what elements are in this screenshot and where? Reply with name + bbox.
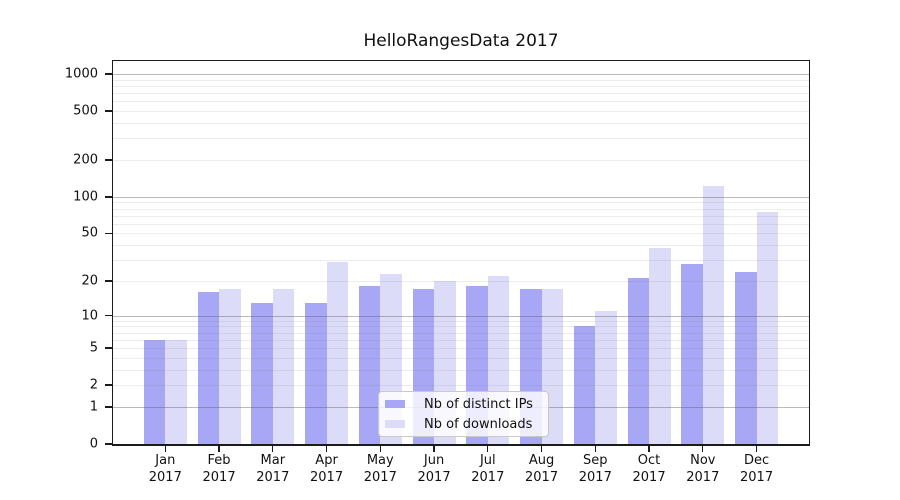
- year-label: 2017: [740, 469, 774, 485]
- y-tick-label-200: 200: [73, 152, 98, 168]
- bar-series0-mar: [251, 302, 273, 444]
- bars-layer: [113, 61, 809, 444]
- y-tick-label-5: 5: [89, 340, 98, 356]
- x-tick-label-jan: Jan 2017: [125, 453, 205, 486]
- bar-series1-nov: [702, 185, 725, 444]
- bar-series1-sep: [595, 310, 617, 444]
- x-tick-label-oct: Oct 2017: [609, 453, 689, 486]
- month-label: Nov: [690, 453, 716, 468]
- legend-label-series0: Nb of distinct IPs: [424, 396, 533, 412]
- x-tick-label-apr: Apr 2017: [287, 453, 367, 486]
- y-tick-label-20: 20: [81, 273, 98, 289]
- x-tick-nov: [702, 446, 704, 452]
- bar-series1-apr: [326, 261, 349, 444]
- month-label: Sep: [583, 453, 608, 468]
- month-label: Feb: [207, 453, 231, 468]
- x-tick-aug: [540, 446, 543, 452]
- x-tick-feb: [218, 446, 220, 452]
- year-label: 2017: [632, 469, 666, 485]
- bar-series1-oct: [649, 247, 671, 444]
- legend-swatch-series1: [385, 420, 405, 428]
- x-tick-label-sep: Sep 2017: [555, 453, 635, 486]
- x-tick-jun: [433, 446, 435, 452]
- month-label: Jul: [479, 453, 496, 468]
- bar-series0-may: [358, 286, 381, 444]
- x-tick-apr: [325, 446, 328, 452]
- x-tick-label-dec: Dec 2017: [717, 453, 797, 486]
- year-label: 2017: [525, 469, 559, 485]
- y-tick-label-1: 1: [89, 399, 98, 415]
- bar-series1-mar: [272, 289, 295, 444]
- y-tick-1000: [105, 73, 113, 75]
- year-label: 2017: [363, 469, 397, 485]
- year-label: 2017: [256, 469, 290, 485]
- bar-series1-feb: [219, 289, 241, 444]
- legend: Nb of distinct IPs Nb of downloads: [378, 391, 549, 437]
- x-tick-label-mar: Mar 2017: [233, 453, 313, 486]
- bar-series0-oct: [627, 278, 650, 444]
- x-tick-label-jun: Jun 2017: [394, 453, 474, 486]
- legend-label-series1: Nb of downloads: [424, 416, 533, 432]
- month-label: Dec: [743, 453, 770, 468]
- y-tick-1: [105, 406, 113, 408]
- y-tick-label-2: 2: [89, 377, 98, 393]
- y-tick-label-50: 50: [81, 225, 98, 241]
- year-label: 2017: [310, 469, 344, 485]
- year-label: 2017: [686, 469, 720, 485]
- bar-series0-dec: [735, 271, 757, 444]
- y-tick-label-10: 10: [81, 308, 98, 324]
- bar-series1-jan: [165, 339, 187, 444]
- legend-item-series0: Nb of distinct IPs: [379, 394, 548, 414]
- month-label: Jan: [155, 453, 176, 468]
- plot-area: Nb of distinct IPs Nb of downloads: [112, 60, 810, 446]
- year-label: 2017: [417, 469, 451, 485]
- year-label: 2017: [148, 469, 182, 485]
- bar-series0-feb: [197, 292, 220, 444]
- y-tick-2: [105, 384, 113, 386]
- x-tick-oct: [648, 446, 650, 452]
- month-label: May: [366, 453, 394, 468]
- y-tick-100: [105, 196, 113, 198]
- bar-series0-sep: [573, 326, 596, 444]
- y-tick-label-0: 0: [89, 436, 98, 452]
- month-label: Aug: [528, 453, 555, 468]
- legend-swatch-series0: [385, 400, 405, 408]
- month-label: Apr: [315, 453, 338, 468]
- bar-series1-dec: [756, 212, 779, 444]
- year-label: 2017: [578, 469, 612, 485]
- y-tick-label-500: 500: [73, 103, 98, 119]
- x-tick-may: [379, 446, 381, 452]
- bar-series0-apr: [305, 302, 327, 444]
- year-label: 2017: [202, 469, 236, 485]
- x-tick-label-jul: Jul 2017: [448, 453, 528, 486]
- bar-series0-nov: [681, 263, 703, 444]
- y-tick-5: [105, 347, 113, 349]
- month-label: Mar: [260, 453, 286, 468]
- x-tick-label-feb: Feb 2017: [179, 453, 259, 486]
- month-label: Jun: [423, 453, 445, 468]
- y-tick-label-100: 100: [73, 189, 98, 205]
- x-tick-label-aug: Aug 2017: [502, 453, 582, 486]
- y-tick-0: [105, 443, 113, 445]
- y-tick-200: [105, 159, 113, 161]
- x-tick-dec: [755, 446, 758, 452]
- x-tick-label-may: May 2017: [340, 453, 420, 486]
- x-tick-jul: [487, 446, 489, 452]
- legend-item-series1: Nb of downloads: [379, 414, 548, 434]
- y-tick-50: [105, 232, 113, 235]
- chart-title: HelloRangesData 2017: [363, 31, 559, 51]
- year-label: 2017: [471, 469, 505, 485]
- x-tick-label-nov: Nov 2017: [663, 453, 743, 486]
- y-tick-10: [105, 314, 113, 317]
- y-tick-20: [105, 280, 113, 282]
- y-tick-500: [105, 110, 113, 112]
- y-tick-label-1000: 1000: [64, 66, 98, 82]
- month-label: Oct: [637, 453, 661, 468]
- x-tick-sep: [594, 446, 596, 452]
- x-tick-mar: [272, 446, 274, 452]
- x-tick-jan: [164, 446, 166, 452]
- bar-series0-jan: [143, 339, 166, 444]
